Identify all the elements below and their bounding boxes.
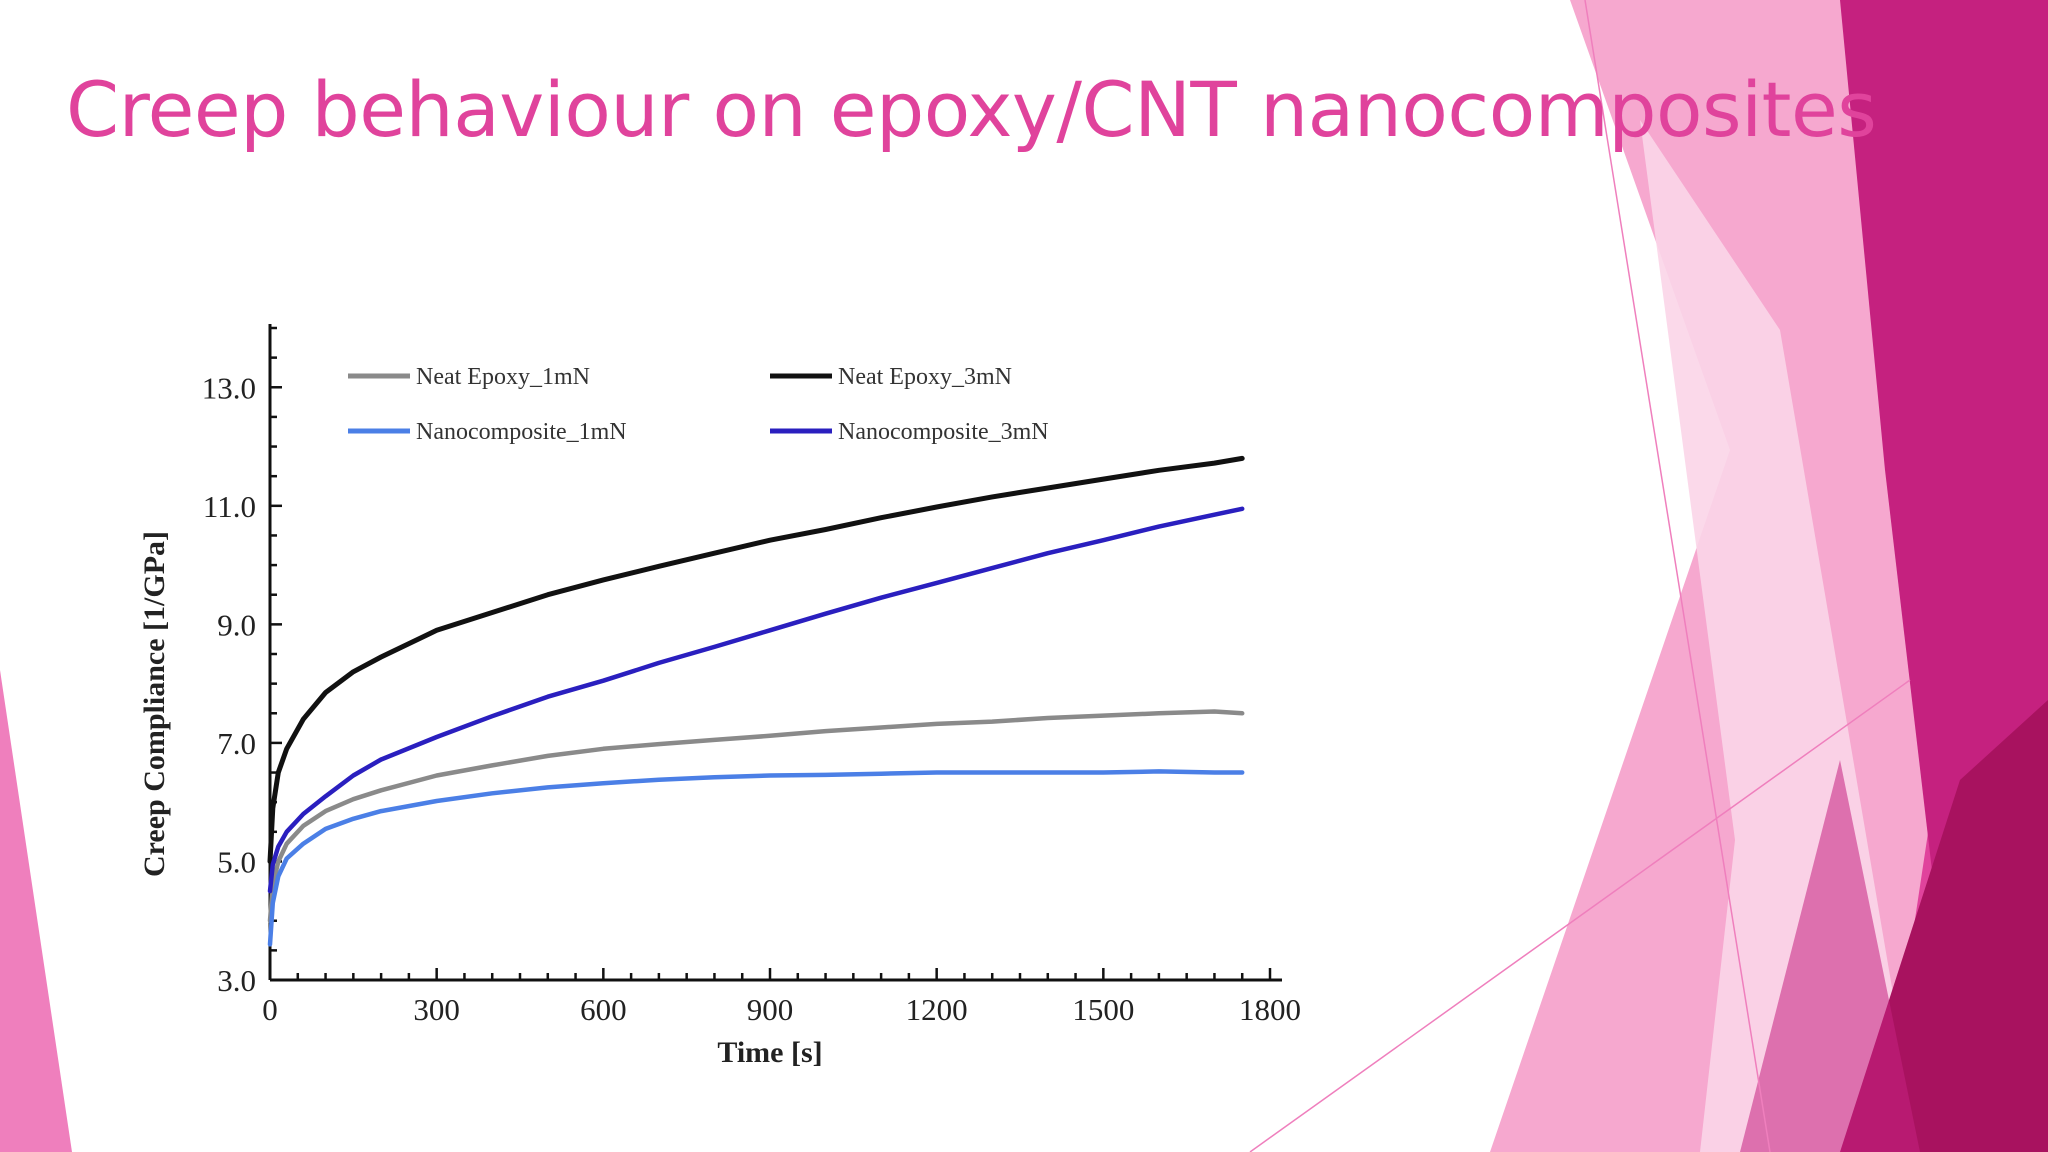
series-line [267,709,1245,923]
legend-label: Nanocomposite_1mN [416,419,627,445]
x-tick-label: 600 [580,992,627,1027]
y-tick-label: 3.0 [217,963,256,998]
y-axis-title: Creep Compliance [1/GPa] [138,531,171,877]
x-axis-title: Time [s] [717,1036,822,1069]
x-tick-label: 900 [747,992,794,1027]
series-line [267,506,1245,894]
legend-label: Neat Epoxy_1mN [416,364,590,390]
y-tick-label: 7.0 [217,726,256,761]
y-tick-label: 9.0 [217,607,256,642]
y-tick-label: 5.0 [217,844,256,879]
slide-title: Creep behaviour on epoxy/CNT nanocomposi… [66,65,1877,154]
decor-lower-wedge [1740,760,1920,1152]
decor-thin-line [1584,0,1771,1152]
decor-left-wedge [0,670,72,1152]
x-tick-label: 300 [413,992,460,1027]
creep-compliance-chart: 0 300 600 900 1200 1500 1800 3.0 5.0 7.0 9.0 11.0 13… [138,324,1301,1069]
decor-thin-line [1249,679,1911,1152]
series-line [267,769,1245,947]
y-tick-label: 13.0 [202,370,256,405]
x-tick-label: 1200 [906,992,968,1027]
series-line [267,455,1245,864]
chart-figure: 0 300 600 900 1200 1500 1800 3.0 5.0 7.0 9.0 11.0 13… [130,300,1340,1080]
x-tick-label: 1500 [1072,992,1134,1027]
legend-label: Nanocomposite_3mN [838,419,1049,445]
x-tick-label: 0 [262,992,278,1027]
legend-label: Neat Epoxy_3mN [838,364,1012,390]
y-tick-label: 11.0 [203,489,256,524]
x-tick-label: 1800 [1239,992,1301,1027]
